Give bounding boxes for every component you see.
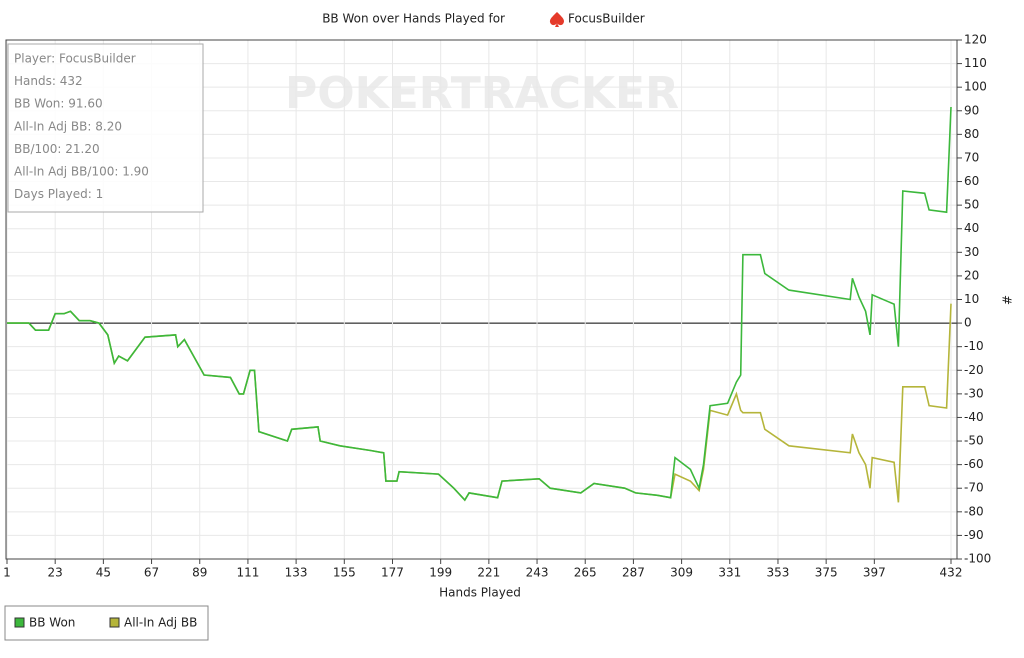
y-tick-label: 30: [964, 245, 979, 259]
legend-label: All-In Adj BB: [124, 616, 197, 630]
y-tick-label: 80: [964, 127, 979, 141]
y-tick-label: 20: [964, 268, 979, 282]
x-tick-label: 375: [815, 566, 838, 580]
y-tick-label: 90: [964, 103, 979, 117]
legend-swatch: [109, 617, 120, 628]
legend: [4, 605, 209, 641]
y-axis-label: #: [1000, 295, 1014, 305]
y-tick-label: 70: [964, 150, 979, 164]
x-tick-label: 133: [285, 566, 308, 580]
x-axis-label: Hands Played: [439, 586, 521, 600]
y-tick-label: -10: [964, 339, 984, 353]
legend-swatch: [14, 617, 25, 628]
y-tick-label: -50: [964, 434, 984, 448]
x-tick-label: 331: [718, 566, 741, 580]
x-tick-label: 67: [144, 566, 159, 580]
y-tick-label: -40: [964, 410, 984, 424]
info-lines: Player: FocusBuilder Hands: 432 BB Won: 91…: [14, 52, 149, 202]
info-line: BB Won: 91.60: [14, 97, 103, 111]
x-tick-label: 155: [333, 566, 356, 580]
spade-icon: [549, 12, 565, 27]
info-line: All-In Adj BB/100: 1.90: [14, 165, 149, 179]
y-tick-label: 100: [964, 80, 987, 94]
y-tick-label: -100: [964, 552, 991, 566]
info-line: Hands: 432: [14, 74, 83, 88]
y-tick-label: -90: [964, 528, 984, 542]
y-tick-label: 40: [964, 221, 979, 235]
x-tick-label: 287: [622, 566, 645, 580]
x-tick-label: 45: [96, 566, 111, 580]
info-line: Days Played: 1: [14, 187, 103, 201]
x-tick-label: 397: [863, 566, 886, 580]
y-tick-label: -60: [964, 457, 984, 471]
legend-label: BB Won: [29, 616, 75, 630]
y-tick-label: 10: [964, 292, 979, 306]
y-tick-label: 0: [964, 316, 972, 330]
y-tick-label: -20: [964, 363, 984, 377]
info-line: Player: FocusBuilder: [14, 52, 136, 66]
x-tick-label: 243: [526, 566, 549, 580]
plot: -100-90-80-70-60-50-40-30-20-10010203040…: [3, 33, 991, 580]
y-tick-label: -30: [964, 386, 984, 400]
x-tick-label: 309: [670, 566, 693, 580]
plot-frame: [5, 39, 958, 560]
y-tick-label: 50: [964, 198, 979, 212]
x-tick-label: 265: [574, 566, 597, 580]
chart-title: BB Won over Hands Played for: [322, 12, 505, 26]
y-tick-label: -80: [964, 504, 984, 518]
y-tick-label: 60: [964, 174, 979, 188]
x-tick-label: 89: [192, 566, 207, 580]
x-tick-label: 1: [3, 566, 11, 580]
y-tick-label: -70: [964, 481, 984, 495]
x-tick-label: 199: [429, 566, 452, 580]
info-line: BB/100: 21.20: [14, 142, 100, 156]
x-tick-label: 353: [767, 566, 790, 580]
x-tick-label: 111: [236, 566, 259, 580]
legend-items: BB Won All-In Adj BB: [14, 616, 197, 630]
y-tick-label: 110: [964, 56, 987, 70]
chart-title-player: FocusBuilder: [568, 12, 645, 26]
x-tick-label: 432: [940, 566, 963, 580]
x-tick-label: 177: [381, 566, 404, 580]
x-tick-label: 221: [477, 566, 500, 580]
series-line: [7, 303, 952, 503]
series-line: [7, 106, 952, 502]
info-box: [7, 43, 204, 213]
info-line: All-In Adj BB: 8.20: [14, 119, 122, 133]
x-tick-label: 23: [48, 566, 63, 580]
y-tick-label: 120: [964, 33, 987, 47]
